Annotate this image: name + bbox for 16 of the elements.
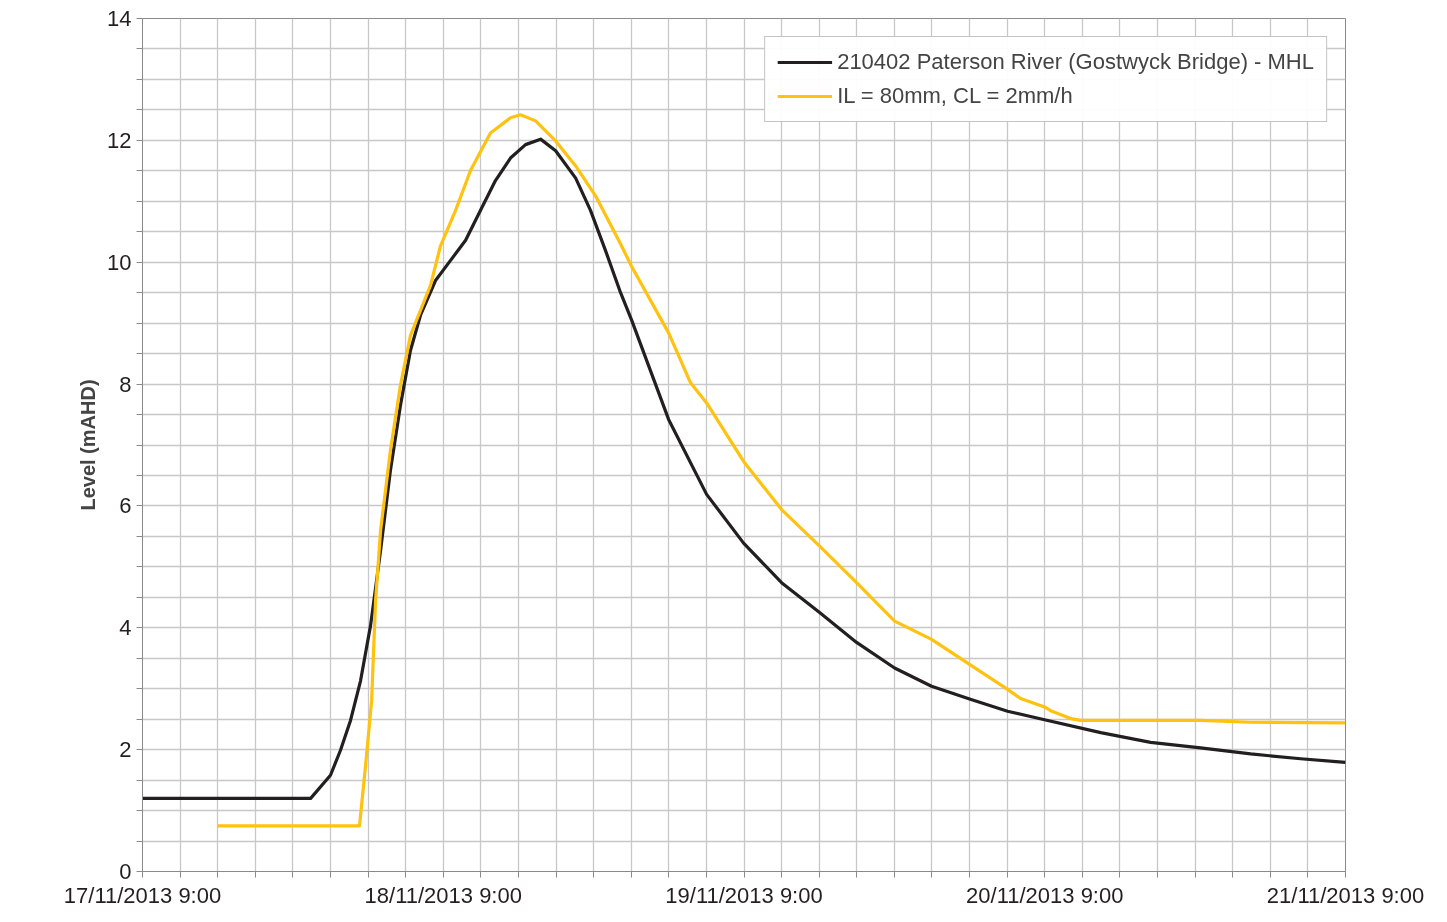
x-tick-label: 18/11/2013 9:00 [364, 882, 522, 908]
x-tick-label: 21/11/2013 9:00 [1266, 882, 1425, 908]
x-tick-label: 19/11/2013 9:00 [665, 882, 823, 908]
x-tick-label: 20/11/2013 9:00 [966, 882, 1124, 908]
y-tick-label: 8 [119, 371, 132, 397]
y-tick-label: 6 [119, 493, 132, 519]
x-tick-label: 17/11/2013 9:00 [63, 882, 222, 908]
legend-label: 210402 Paterson River (Gostwyck Bridge) - MHL [837, 49, 1314, 75]
y-tick-label: 0 [119, 859, 132, 884]
y-tick-label: 2 [119, 737, 132, 763]
legend-label: IL = 80mm, CL = 2mm/h [837, 83, 1073, 109]
y-tick-label: 10 [107, 249, 132, 275]
y-tick-label: 4 [119, 615, 132, 641]
y-tick-label: 12 [107, 127, 132, 153]
y-tick-label: 14 [107, 6, 132, 31]
y-axis-title: Level (mAHD) [77, 379, 100, 511]
